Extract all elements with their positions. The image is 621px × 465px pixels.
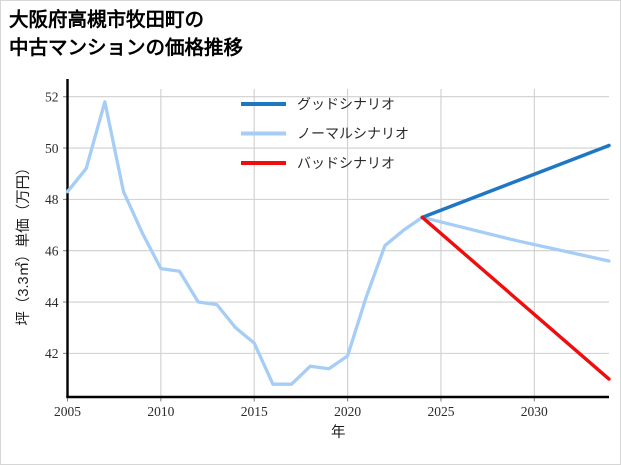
x-tick-label: 2010 <box>147 404 174 419</box>
y-tick-label: 46 <box>45 244 59 259</box>
x-axis-title: 年 <box>331 424 346 441</box>
x-tick-label: 2025 <box>427 404 454 419</box>
series-line-bad <box>420 215 611 381</box>
y-axis-tick-labels: 42 44 46 48 50 52 <box>45 90 59 362</box>
page-title: 大阪府高槻市牧田町の 中古マンションの価格推移 <box>9 9 244 59</box>
x-tick-label: 2015 <box>241 404 268 419</box>
y-tick-label: 48 <box>45 192 59 207</box>
x-tick-label: 2005 <box>54 404 81 419</box>
series-line-normal <box>65 100 611 386</box>
x-tick-label: 2030 <box>521 404 548 419</box>
tickmarks-group <box>63 96 535 402</box>
y-tick-label: 52 <box>45 90 59 105</box>
x-tick-label: 2020 <box>334 404 361 419</box>
series-line-good <box>420 143 611 220</box>
y-tick-label: 44 <box>45 295 59 310</box>
legend-label-normal: ノーマルシナリオ <box>297 126 409 142</box>
y-tick-label: 50 <box>45 141 59 156</box>
axis-titles-group: 年 坪（3.3㎡）単価（万円） <box>15 160 346 441</box>
legend-label-bad: バッドシナリオ <box>297 155 395 171</box>
y-axis-title: 坪（3.3㎡）単価（万円） <box>15 160 32 325</box>
y-tick-label: 42 <box>45 346 59 361</box>
legend-label-good: グッドシナリオ <box>297 96 395 112</box>
x-axis-tick-labels: 2005 2010 2015 2020 2025 2030 <box>54 404 548 419</box>
data-series-group <box>65 100 611 386</box>
axis-spines-group <box>66 79 609 399</box>
